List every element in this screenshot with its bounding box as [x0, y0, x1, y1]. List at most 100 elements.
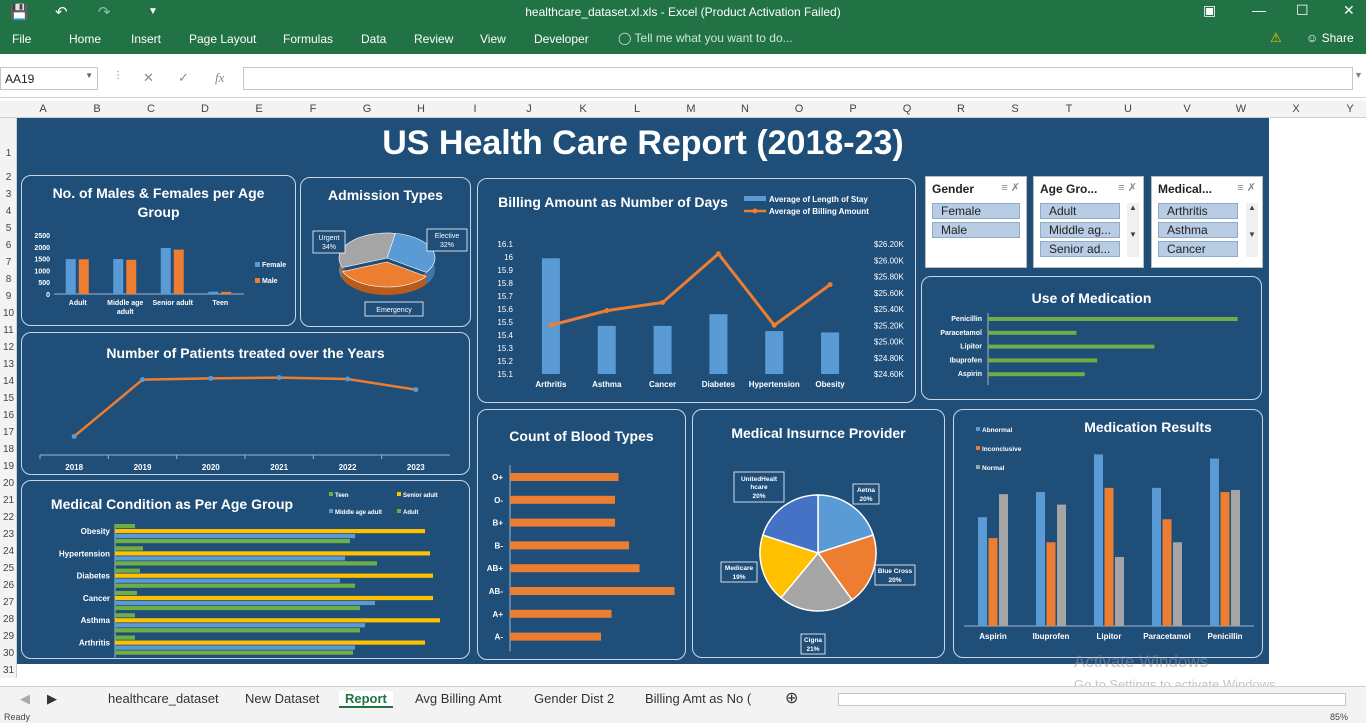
chevron-down-icon[interactable]: ▼: [85, 71, 93, 80]
column-header-e[interactable]: E: [255, 103, 263, 115]
column-header-s[interactable]: S: [1011, 103, 1019, 115]
minimize-icon[interactable]: —: [1252, 2, 1266, 18]
sheet-tab-avg-billing[interactable]: Avg Billing Amt: [415, 691, 502, 706]
slicer-item-cancer[interactable]: Cancer: [1158, 241, 1238, 257]
row-header-10[interactable]: 10: [2, 308, 15, 319]
slicer-scrollbar[interactable]: ▲ ▼: [1127, 203, 1139, 257]
row-header-1[interactable]: 1: [5, 148, 12, 159]
column-header-q[interactable]: Q: [902, 103, 912, 115]
redo-icon[interactable]: ↷: [98, 4, 111, 21]
tab-developer[interactable]: Developer: [534, 32, 589, 46]
row-header-24[interactable]: 24: [2, 546, 15, 557]
row-header-4[interactable]: 4: [5, 206, 12, 217]
patients-years-panel[interactable]: Number of Patients treated over the Year…: [21, 332, 470, 475]
tab-home[interactable]: Home: [69, 32, 102, 46]
sheet-tab-billing-amt[interactable]: Billing Amt as No (: [645, 691, 752, 706]
column-header-f[interactable]: F: [309, 103, 317, 115]
row-header-22[interactable]: 22: [2, 512, 15, 523]
column-header-n[interactable]: N: [741, 103, 749, 115]
row-header-6[interactable]: 6: [5, 240, 12, 251]
row-header-3[interactable]: 3: [5, 189, 12, 200]
slicer-item-middle-age[interactable]: Middle ag...: [1040, 222, 1120, 238]
enter-icon[interactable]: ✓: [178, 70, 189, 85]
insert-function-icon[interactable]: fx: [215, 70, 225, 85]
row-header-28[interactable]: 28: [2, 614, 15, 625]
tab-formulas[interactable]: Formulas: [283, 32, 334, 46]
horizontal-scrollbar[interactable]: [838, 693, 1346, 706]
tab-review[interactable]: Review: [414, 32, 454, 46]
insurance-panel[interactable]: Medical Insurnce Provider Aetna 20% Blue C…: [692, 409, 945, 658]
column-header-p[interactable]: P: [849, 103, 857, 115]
column-header-t[interactable]: T: [1065, 103, 1073, 115]
medication-use-panel[interactable]: Use of Medication Penicillin Paracetamol L…: [921, 276, 1262, 400]
undo-icon[interactable]: ↶: [55, 4, 68, 21]
row-header-8[interactable]: 8: [5, 274, 12, 285]
row-header-21[interactable]: 21: [2, 495, 15, 506]
column-header-m[interactable]: M: [686, 103, 696, 115]
row-header-26[interactable]: 26: [2, 580, 15, 591]
row-header-30[interactable]: 30: [2, 648, 15, 659]
column-header-o[interactable]: O: [794, 103, 804, 115]
row-header-16[interactable]: 16: [2, 410, 15, 421]
slicer-scrollbar[interactable]: ▲ ▼: [1246, 203, 1258, 257]
row-header-9[interactable]: 9: [5, 291, 12, 302]
column-header-h[interactable]: H: [417, 103, 425, 115]
formula-input[interactable]: [243, 67, 1353, 90]
slicer-item-asthma[interactable]: Asthma: [1158, 222, 1238, 238]
close-icon[interactable]: ✕: [1343, 2, 1355, 18]
add-sheet-icon[interactable]: ⊕: [785, 690, 799, 707]
ribbon-display-icon[interactable]: ▣: [1203, 2, 1217, 18]
sheet-tab-gender-dist[interactable]: Gender Dist 2: [534, 691, 615, 706]
row-header-12[interactable]: 12: [2, 342, 15, 353]
row-header-27[interactable]: 27: [2, 597, 15, 608]
scroll-right-icon[interactable]: ▶: [47, 691, 57, 706]
warning-icon[interactable]: ⚠: [1270, 30, 1282, 45]
medication-results-panel[interactable]: Medication Results Aspirin Ibuprofen Lipit…: [953, 409, 1263, 658]
blood-types-panel[interactable]: Count of Blood Types O+ O- B+ B- AB+ AB- A+ A-: [477, 409, 686, 660]
sheet-tab-new-dataset[interactable]: New Dataset: [245, 691, 320, 706]
admission-panel[interactable]: Admission Types Elective 32% Emergency Urge…: [300, 177, 471, 327]
column-header-w[interactable]: W: [1235, 103, 1247, 115]
column-header-x[interactable]: X: [1292, 103, 1300, 115]
customize-toolbar-icon[interactable]: ▼: [148, 6, 158, 17]
medical-condition-slicer[interactable]: Medical... ≡ ✗ Arthritis Asthma Cancer ▲…: [1151, 176, 1263, 268]
tab-file[interactable]: File: [12, 32, 32, 46]
expand-formula-icon[interactable]: ▼: [1354, 70, 1363, 80]
column-header-a[interactable]: A: [39, 103, 47, 115]
tell-me-box[interactable]: ◯ Tell me what you want to do...: [618, 31, 793, 45]
slicer-item-female[interactable]: Female: [932, 203, 1020, 219]
tab-view[interactable]: View: [480, 32, 506, 46]
column-header-i[interactable]: I: [473, 103, 477, 115]
column-header-d[interactable]: D: [201, 103, 209, 115]
slicer-item-male[interactable]: Male: [932, 222, 1020, 238]
slicer-item-arthritis[interactable]: Arthritis: [1158, 203, 1238, 219]
row-header-15[interactable]: 15: [2, 393, 15, 404]
tab-insert[interactable]: Insert: [131, 32, 162, 46]
scroll-left-icon[interactable]: ◀: [20, 691, 30, 706]
row-header-14[interactable]: 14: [2, 376, 15, 387]
age-group-slicer[interactable]: Age Gro... ≡ ✗ Adult Middle ag... Senior…: [1033, 176, 1144, 268]
column-header-v[interactable]: V: [1183, 103, 1191, 115]
row-header-20[interactable]: 20: [2, 478, 15, 489]
row-header-18[interactable]: 18: [2, 444, 15, 455]
sheet-tab-healthcare-dataset[interactable]: healthcare_dataset: [108, 691, 219, 706]
tab-page-layout[interactable]: Page Layout: [189, 32, 257, 46]
column-header-c[interactable]: C: [147, 103, 155, 115]
row-header-13[interactable]: 13: [2, 359, 15, 370]
column-header-l[interactable]: L: [633, 103, 641, 115]
share-button[interactable]: ☺ Share: [1306, 31, 1354, 45]
row-header-11[interactable]: 11: [3, 325, 14, 336]
filter-icons[interactable]: ≡ ✗: [1001, 182, 1020, 194]
row-header-2[interactable]: 2: [5, 172, 12, 183]
condition-age-panel[interactable]: Medical Condition as Per Age Group Obesi…: [21, 480, 470, 659]
filter-icons[interactable]: ≡ ✗: [1118, 182, 1137, 194]
row-header-25[interactable]: 25: [2, 563, 15, 574]
row-header-17[interactable]: 17: [2, 427, 15, 438]
column-header-g[interactable]: G: [362, 103, 372, 115]
gender-slicer[interactable]: Gender ≡ ✗ Female Male: [925, 176, 1027, 268]
row-header-5[interactable]: 5: [5, 223, 12, 234]
row-header-29[interactable]: 29: [2, 631, 15, 642]
column-header-r[interactable]: R: [957, 103, 965, 115]
row-header-7[interactable]: 7: [5, 257, 12, 268]
billing-days-panel[interactable]: Billing Amount as Number of Days 16.1 16 1…: [477, 178, 916, 403]
